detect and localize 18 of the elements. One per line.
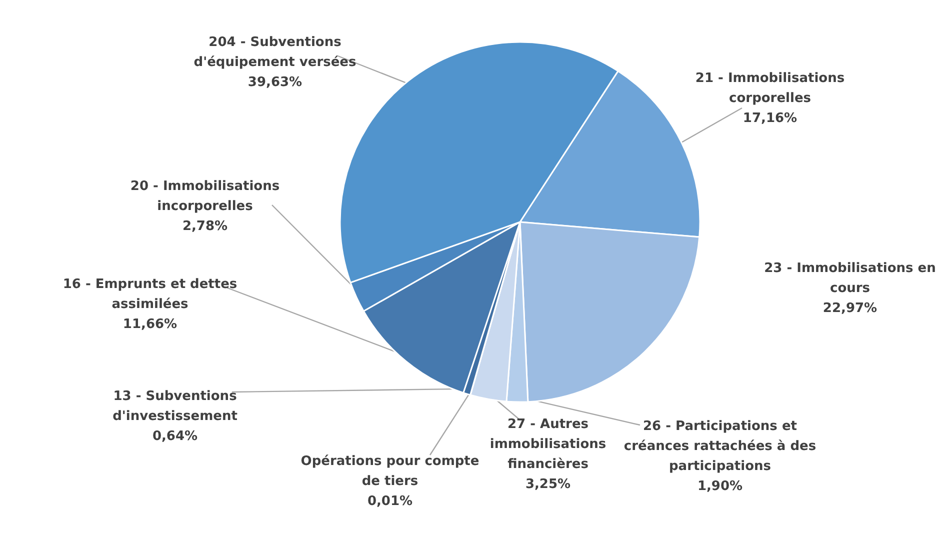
slice-label: 27 - Autres immobilisations financières <box>490 417 606 472</box>
slice-label: 13 - Subventions d'investissement <box>112 389 238 424</box>
slice-label: 16 - Emprunts et dettes assimilées <box>62 277 238 312</box>
data-label: 0,01% <box>367 494 413 509</box>
slice-label: 26 - Participations et créances rattachées à des participations <box>624 419 816 474</box>
data-label: 2,78% <box>182 219 228 234</box>
slice-label: 204 - Subventions d'équipement versées <box>194 35 356 70</box>
slice-label: Opérations pour compte de tiers <box>300 454 480 489</box>
data-label: 11,66% <box>122 317 178 332</box>
slice-label: 20 - Immobilisations incorporelles <box>130 179 280 214</box>
slice-label: 23 - Immobilisations en cours <box>764 261 936 296</box>
data-label: 3,25% <box>525 477 571 492</box>
data-label: 22,97% <box>822 301 878 316</box>
slice-label: 21 - Immobilisations corporelles <box>695 71 845 106</box>
data-label: 1,90% <box>697 479 743 494</box>
data-label: 0,64% <box>152 429 198 444</box>
data-label: 39,63% <box>248 75 302 90</box>
data-label: 17,16% <box>742 111 798 126</box>
